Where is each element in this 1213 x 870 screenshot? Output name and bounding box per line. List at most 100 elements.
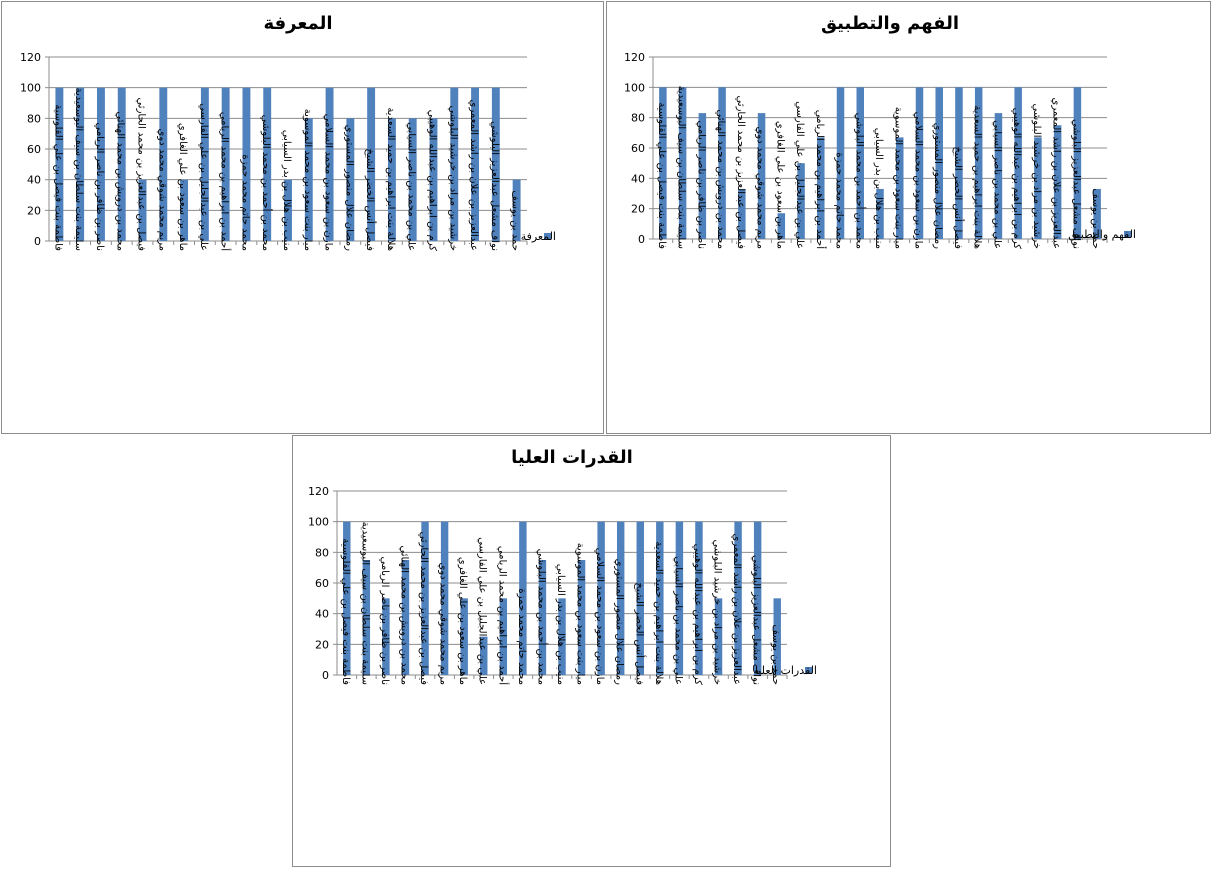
chart-panel-knowledge: المعرفة 0 20 40 60 80 100 120 فاطمة بنت فيصل بن …: [1, 1, 604, 434]
x-tick-label: ميار بنت سعود بن محمد الموسوية: [893, 107, 904, 249]
x-tick-label: فاطمة بنت فيصل بن علي القلوسية: [52, 104, 63, 251]
bar: [460, 598, 468, 675]
bar: [656, 521, 664, 675]
bar: [200, 87, 209, 242]
x-tick-label: عبدالعزيز بن علان بن راشد المعمري: [468, 100, 479, 251]
x-tick-label: رمضان علال منصور المستوري: [614, 559, 625, 686]
y-tick-label: 100: [20, 82, 41, 95]
x-tick-label: مازن بن سعود بن محمد السلامي: [912, 112, 923, 249]
bar: [76, 87, 85, 242]
bar: [675, 521, 684, 675]
x-tick-label: محمد بن أحمد بن محمد البلوشي: [535, 549, 548, 685]
x-tick-label: خرشيد بن مراد بن خرشيد البلوشي: [1031, 103, 1042, 249]
x-tick-label: علي بن محمد بن ناصر السيابي: [672, 556, 683, 685]
y-tick-label: 100: [624, 81, 645, 94]
x-tick-label: حمد بن يوسف: [510, 190, 521, 251]
bar: [734, 521, 742, 675]
x-tick-label: مريم محمد شوقي محمد دوي: [438, 563, 449, 685]
x-tick-label: ماهر بن سعود بن علي الغافري: [774, 121, 785, 249]
y-tick-label: 60: [631, 142, 645, 155]
x-tick-label: محمد حاتم محمد حمزة: [834, 152, 845, 249]
x-tick-label: هلالة بنت ابراهيم بن حميد السعدية: [385, 107, 396, 251]
x-tick-label: خرشيد بن مراد بن خرشيد البلوشي: [712, 539, 723, 685]
x-tick-label: أحمد بن ابراهيم بن محمد الريامي: [814, 110, 827, 249]
legend-label: المعرفة: [521, 230, 556, 243]
x-tick-label: علي بن عبدالجليل بن علي الفارسي: [477, 537, 488, 685]
legend-label: القدرات العليا: [755, 664, 817, 677]
y-tick-label: 0: [638, 233, 645, 246]
bar: [757, 113, 766, 239]
bar: [714, 598, 723, 675]
bar: [499, 598, 508, 675]
x-tick-label: أحمد بن ابراهيم بن محمد الريامي: [219, 112, 232, 251]
y-tick-label: 40: [27, 174, 41, 187]
bar: [362, 560, 371, 675]
x-tick-label: حمد بن يوسف: [1090, 188, 1101, 249]
x-tick-label: هلالة بنت ابراهيم بن حميد السعدية: [653, 541, 664, 685]
y-tick-label: 60: [315, 577, 329, 590]
bar: [1053, 125, 1062, 239]
x-tick-label: كرم بن ابراهيم بن عبدالله الوهيبي: [1011, 108, 1022, 250]
y-tick-label: 120: [624, 51, 645, 64]
bar: [718, 87, 726, 239]
x-tick-label: فيصل بن عبدالعزيز بن محمد الحارثي: [136, 97, 147, 251]
bar: [577, 560, 586, 675]
bar: [974, 87, 983, 239]
x-tick-label: فيصل أنس الخضر الشيخ: [952, 146, 965, 249]
x-tick-label: فيصل بن عبدالعزيز بن محمد الحارثي: [418, 531, 429, 685]
chart-higher-abilities: القدرات العليا 0 20 40 60 80 100 120 فاطمة بنت ف…: [308, 447, 817, 686]
bar: [538, 560, 547, 675]
y-tick-label: 60: [27, 143, 41, 156]
bar: [695, 521, 703, 675]
chart-knowledge: المعرفة 0 20 40 60 80 100 120 فاطمة بنت فيصل بن …: [20, 13, 556, 251]
x-tick-label: ناصر بن ظافر بن ناصر الريامي: [94, 122, 105, 251]
x-tick-label: محمد بن درويش بن محمد الهنائي: [398, 545, 409, 685]
bar: [304, 118, 313, 241]
y-tick-label: 80: [315, 546, 329, 559]
bar: [558, 598, 566, 675]
bar: [753, 521, 762, 675]
y-tick-label: 20: [315, 638, 329, 651]
legend-swatch: [544, 233, 551, 240]
legend-swatch: [805, 667, 812, 674]
x-tick-label: عبدالعزيز بن علان بن راشد المعمري: [731, 534, 742, 685]
bar: [797, 163, 805, 239]
bar: [471, 87, 479, 242]
x-tick-label: ميار بنت سعود بن محمد الموسوية: [302, 109, 313, 251]
bar: [876, 188, 884, 239]
bar: [1034, 137, 1042, 239]
bar: [480, 636, 488, 675]
bar: [440, 521, 449, 675]
x-tick-label: مريم محمد شوقي محمد دوي: [755, 127, 766, 249]
x-tick-label: رمضان علال منصور المستوري: [932, 123, 943, 250]
x-tick-label: فيصل أنس الخضر الشيخ: [364, 148, 377, 251]
bar: [519, 521, 527, 675]
y-tick-label: 80: [631, 112, 645, 125]
bar: [895, 137, 904, 239]
x-tick-label: فيصل أنس الخضر الشيخ: [633, 582, 646, 685]
x-tick-label: محمد بن درويش بن محمد الهنائي: [715, 109, 726, 249]
bar: [491, 87, 500, 242]
chart-title: المعرفة: [263, 13, 332, 34]
x-tick-label: خرشيد بن مراد بن خرشيد البلوشي: [447, 105, 458, 251]
bar: [325, 87, 334, 242]
bar: [367, 87, 376, 242]
bar: [159, 87, 168, 242]
x-tick-label: ماهر بن سعود بن علي الغافري: [177, 123, 188, 251]
legend-label: الفهم والتطبيق: [1068, 228, 1136, 242]
x-tick-label: نواف مشعل عبدالعزيز البلوشي: [751, 555, 762, 685]
x-tick-label: ناصر بن ظافر بن ناصر الريامي: [379, 556, 390, 685]
x-tick-label: سليمة بنت سلطان بن سيف البوسعيدية: [676, 86, 687, 249]
bar: [421, 521, 429, 675]
x-tick-label: ناصر بن ظافر بن ناصر الريامي: [695, 120, 706, 249]
bar: [242, 87, 251, 242]
chart-panel-higher-abilities: القدرات العليا 0 20 40 60 80 100 120 فاطمة بنت ف…: [292, 435, 891, 867]
bar: [738, 188, 746, 239]
bar: [1073, 87, 1082, 239]
x-tick-label: مريم محمد شوقي محمد دوي: [156, 129, 167, 251]
bar: [994, 113, 1003, 239]
x-tick-label: هلالة بنت ابراهيم بن حميد السعدية: [972, 105, 983, 249]
y-tick-label: 80: [27, 112, 41, 125]
y-tick-label: 120: [20, 51, 41, 64]
x-tick-label: محمد بن أحمد بن محمد البلوشي: [853, 113, 866, 249]
